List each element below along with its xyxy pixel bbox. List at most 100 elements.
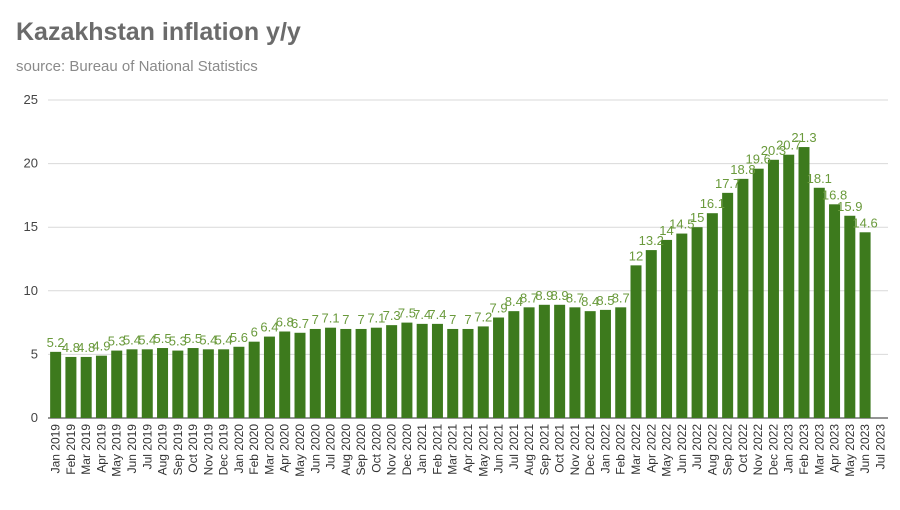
x-tick-label: Nov 2019 bbox=[201, 424, 215, 476]
bar bbox=[309, 328, 321, 418]
y-tick-label: 10 bbox=[24, 283, 38, 298]
bar bbox=[783, 154, 795, 419]
x-tick-label: Jun 2020 bbox=[308, 424, 322, 474]
bar bbox=[798, 147, 810, 418]
bar bbox=[661, 239, 673, 418]
x-axis: Jan 2019 Feb 2019 Mar 2019 Apr 2019 May 2019… bbox=[49, 424, 888, 477]
bar bbox=[126, 349, 138, 418]
bar bbox=[50, 351, 62, 418]
x-tick-label: May 2023 bbox=[843, 424, 857, 477]
x-tick-label: Sep 2022 bbox=[721, 424, 735, 476]
bar bbox=[722, 192, 734, 418]
bar bbox=[645, 250, 657, 418]
bar bbox=[202, 349, 214, 418]
data-label: 5.4 bbox=[123, 332, 141, 347]
x-tick-label: Dec 2022 bbox=[766, 424, 780, 476]
bar bbox=[157, 348, 169, 418]
data-label: 6 bbox=[251, 325, 258, 340]
bar bbox=[767, 159, 779, 418]
x-tick-label: Mar 2023 bbox=[812, 424, 826, 475]
x-tick-label: Aug 2022 bbox=[705, 424, 719, 476]
data-label: 6.7 bbox=[291, 316, 309, 331]
x-tick-label: Mar 2021 bbox=[446, 424, 460, 475]
data-label: 8.7 bbox=[566, 290, 584, 305]
data-label: 7 bbox=[312, 312, 319, 327]
data-label: 7.4 bbox=[413, 307, 431, 322]
x-tick-label: Sep 2020 bbox=[354, 424, 368, 476]
bar bbox=[737, 178, 749, 418]
data-label: 21.3 bbox=[791, 130, 816, 145]
x-tick-label: Dec 2020 bbox=[400, 424, 414, 476]
bar bbox=[523, 307, 535, 418]
data-label: 7 bbox=[342, 312, 349, 327]
data-label: 8.4 bbox=[581, 294, 599, 309]
data-label: 18.8 bbox=[730, 162, 755, 177]
data-label: 14.5 bbox=[669, 217, 694, 232]
bar bbox=[859, 232, 871, 418]
data-label: 7 bbox=[449, 312, 456, 327]
y-tick-label: 5 bbox=[31, 346, 38, 361]
data-label: 17.7 bbox=[715, 176, 740, 191]
bar bbox=[447, 328, 459, 418]
bar bbox=[172, 350, 184, 418]
x-tick-label: Apr 2020 bbox=[278, 424, 292, 473]
y-axis: 0 5 10 15 20 25 bbox=[24, 92, 38, 425]
data-label: 6.8 bbox=[276, 315, 294, 330]
bar bbox=[462, 328, 474, 418]
x-tick-label: Aug 2019 bbox=[156, 424, 170, 476]
data-label: 19.6 bbox=[746, 152, 771, 167]
x-tick-label: Oct 2020 bbox=[369, 424, 383, 473]
bar bbox=[599, 309, 611, 418]
x-tick-label: Jan 2021 bbox=[415, 424, 429, 474]
x-tick-label: Jul 2023 bbox=[873, 424, 887, 470]
x-tick-label: Oct 2021 bbox=[553, 424, 567, 473]
bar bbox=[111, 350, 123, 418]
data-label: 13.2 bbox=[639, 233, 664, 248]
data-label: 5.3 bbox=[169, 334, 187, 349]
x-tick-label: Nov 2022 bbox=[751, 424, 765, 476]
bar bbox=[538, 304, 550, 418]
bar bbox=[355, 328, 367, 418]
data-label: 8.5 bbox=[596, 293, 614, 308]
data-labels: 5.24.84.84.95.35.45.45.55.35.55.45.45.6 6… bbox=[47, 130, 878, 355]
x-tick-label: Dec 2021 bbox=[583, 424, 597, 476]
chart-title: Kazakhstan inflation y/y bbox=[16, 18, 301, 46]
x-tick-label: Aug 2021 bbox=[522, 424, 536, 476]
bar bbox=[813, 187, 825, 418]
bar bbox=[752, 168, 764, 418]
data-label: 5.2 bbox=[47, 335, 65, 350]
x-tick-label: Feb 2019 bbox=[64, 424, 78, 475]
y-tick-label: 20 bbox=[24, 156, 38, 171]
bar bbox=[340, 328, 352, 418]
x-tick-label: May 2022 bbox=[660, 424, 674, 477]
data-label: 18.1 bbox=[807, 171, 832, 186]
data-label: 5.5 bbox=[184, 331, 202, 346]
x-tick-label: Mar 2019 bbox=[79, 424, 93, 475]
y-tick-label: 0 bbox=[31, 410, 38, 425]
data-label: 8.4 bbox=[505, 294, 523, 309]
bar bbox=[431, 323, 443, 418]
x-tick-label: Nov 2021 bbox=[568, 424, 582, 476]
x-tick-label: Jan 2022 bbox=[598, 424, 612, 474]
data-label: 6.4 bbox=[260, 320, 278, 335]
x-tick-label: Jul 2021 bbox=[507, 424, 521, 470]
bar bbox=[141, 349, 153, 418]
data-label: 20.3 bbox=[761, 143, 786, 158]
bar bbox=[386, 325, 398, 418]
x-tick-label: Jan 2019 bbox=[49, 424, 63, 474]
data-label: 16.8 bbox=[822, 187, 847, 202]
data-label: 8.9 bbox=[535, 288, 553, 303]
x-tick-label: Feb 2022 bbox=[614, 424, 628, 475]
chart-subtitle: source: Bureau of National Statistics bbox=[16, 58, 258, 75]
bar bbox=[691, 227, 703, 418]
data-label: 4.8 bbox=[62, 340, 80, 355]
data-label: 7.5 bbox=[398, 306, 416, 321]
bar bbox=[676, 233, 688, 418]
x-tick-label: Jul 2022 bbox=[690, 424, 704, 470]
bar bbox=[263, 336, 275, 418]
x-tick-label: Feb 2023 bbox=[797, 424, 811, 475]
bar bbox=[95, 355, 107, 418]
bar bbox=[844, 215, 856, 418]
